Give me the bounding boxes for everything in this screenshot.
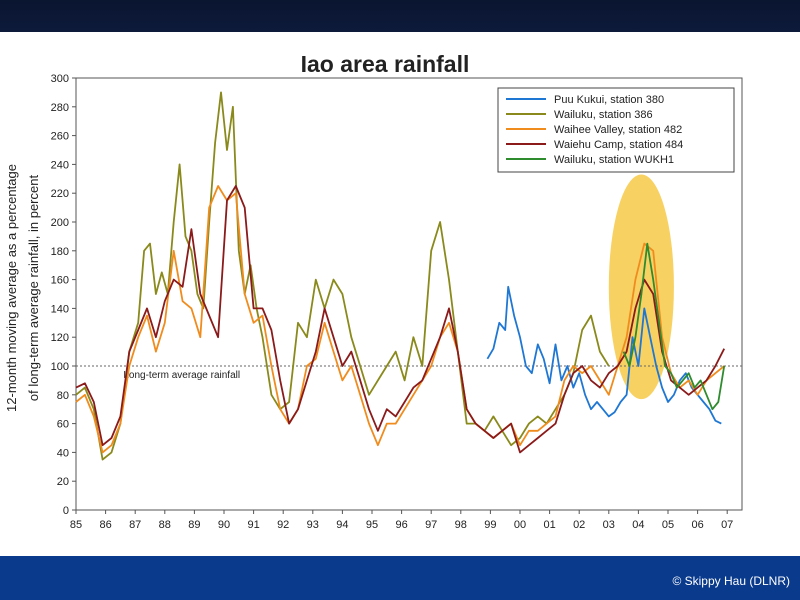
x-tick-label: 93 bbox=[307, 519, 319, 531]
y-tick-label: 100 bbox=[51, 361, 69, 373]
x-tick-label: 96 bbox=[395, 519, 407, 531]
y-tick-label: 180 bbox=[51, 246, 69, 258]
y-tick-label: 40 bbox=[57, 447, 69, 459]
reference-line-label: Long-term average rainfall bbox=[123, 370, 240, 381]
copyright-credit: © Skippy Hau (DLNR) bbox=[672, 574, 790, 588]
y-tick-label: 120 bbox=[51, 332, 69, 344]
x-tick-label: 95 bbox=[366, 519, 378, 531]
series-line-5 bbox=[622, 242, 726, 411]
legend-entry-label: Puu Kukui, station 380 bbox=[554, 94, 664, 106]
x-tick-label: 02 bbox=[573, 519, 585, 531]
y-tick-label: 0 bbox=[63, 505, 69, 517]
x-tick-label: 97 bbox=[425, 519, 437, 531]
series-line-1 bbox=[486, 285, 722, 425]
top-banner bbox=[0, 0, 800, 32]
x-tick-label: 04 bbox=[632, 519, 644, 531]
y-tick-label: 280 bbox=[51, 102, 69, 114]
x-tick-label: 06 bbox=[691, 519, 703, 531]
plot-area: 0204060801001201401601802002202402602803… bbox=[51, 73, 742, 531]
y-tick-label: 260 bbox=[51, 131, 69, 143]
y-tick-label: 220 bbox=[51, 188, 69, 200]
x-tick-label: 91 bbox=[247, 519, 259, 531]
series-line-3 bbox=[75, 185, 725, 454]
series-line-4 bbox=[75, 185, 726, 454]
series-line-2 bbox=[75, 91, 610, 461]
x-tick-label: 01 bbox=[543, 519, 555, 531]
x-tick-label: 03 bbox=[603, 519, 615, 531]
x-tick-label: 85 bbox=[70, 519, 82, 531]
legend: Puu Kukui, station 380 Wailuku, station 3… bbox=[497, 87, 735, 173]
x-tick-label: 94 bbox=[336, 519, 348, 531]
y-tick-label: 60 bbox=[57, 419, 69, 431]
legend-entry-label: Waiehu Camp, station 484 bbox=[554, 139, 683, 151]
x-tick-label: 00 bbox=[514, 519, 526, 531]
legend-entry-label: Wailuku, station 386 bbox=[554, 109, 653, 121]
x-tick-label: 90 bbox=[218, 519, 230, 531]
y-tick-label: 240 bbox=[51, 159, 69, 171]
y-tick-label: 160 bbox=[51, 275, 69, 287]
y-tick-label: 80 bbox=[57, 390, 69, 402]
x-tick-label: 05 bbox=[662, 519, 674, 531]
y-tick-label: 140 bbox=[51, 303, 69, 315]
chart-title: Iao area rainfall bbox=[301, 51, 470, 77]
plot-frame bbox=[75, 77, 743, 511]
legend-entry-label: Waihee Valley, station 482 bbox=[554, 124, 682, 136]
x-tick-label: 07 bbox=[721, 519, 733, 531]
rainfall-chart: Iao area rainfall 12-month moving averag… bbox=[4, 51, 743, 531]
y-axis-label-line2: of long-term average rainfall, in percen… bbox=[26, 175, 41, 402]
x-tick-label: 86 bbox=[99, 519, 111, 531]
bottom-banner bbox=[0, 556, 800, 600]
x-tick-label: 89 bbox=[188, 519, 200, 531]
y-tick-label: 300 bbox=[51, 73, 69, 85]
x-tick-label: 99 bbox=[484, 519, 496, 531]
y-axis-label-line1: 12-month moving average as a percentage bbox=[4, 164, 19, 412]
y-tick-label: 20 bbox=[57, 476, 69, 488]
y-tick-label: 200 bbox=[51, 217, 69, 229]
x-tick-label: 92 bbox=[277, 519, 289, 531]
x-tick-label: 98 bbox=[455, 519, 467, 531]
legend-entry-label: Wailuku, station WUKH1 bbox=[554, 154, 674, 166]
x-tick-label: 87 bbox=[129, 519, 141, 531]
x-tick-label: 88 bbox=[159, 519, 171, 531]
